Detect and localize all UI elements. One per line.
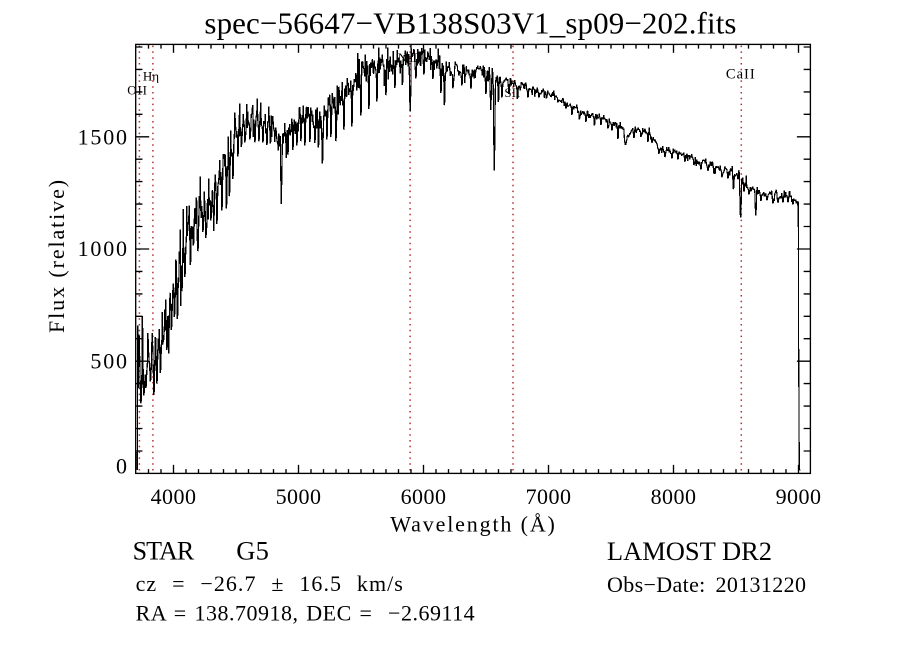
svg-text:7000: 7000 (526, 484, 572, 509)
svg-text:Flux (relative): Flux (relative) (44, 178, 69, 333)
svg-text:OII: OII (127, 83, 147, 98)
svg-text:4000: 4000 (151, 484, 197, 509)
svg-text:0: 0 (116, 454, 129, 479)
svg-text:NaD: NaD (398, 50, 423, 65)
svg-text:8000: 8000 (651, 484, 697, 509)
svg-text:9000: 9000 (776, 484, 822, 509)
svg-text:STAR: STAR (133, 536, 195, 565)
svg-text:CaII: CaII (726, 67, 756, 83)
svg-text:Obs−Date: 20131220: Obs−Date: 20131220 (607, 572, 806, 597)
svg-text:G5: G5 (236, 535, 269, 565)
svg-text:Hη: Hη (143, 69, 159, 84)
svg-text:5000: 5000 (276, 484, 322, 509)
svg-text:1000: 1000 (78, 236, 129, 261)
svg-text:500: 500 (90, 348, 128, 373)
svg-text:1500: 1500 (78, 125, 129, 150)
svg-text:cz = −26.7 ± 16.5 km/s: cz = −26.7 ± 16.5 km/s (136, 571, 404, 596)
svg-text:LAMOST DR2: LAMOST DR2 (607, 536, 772, 566)
svg-text:6000: 6000 (401, 484, 447, 509)
svg-text:RA = 138.70918, DEC = −2.6911: RA = 138.70918, DEC = −2.69114 (136, 600, 476, 625)
svg-text:spec−56647−VB138S03V1_sp09−202: spec−56647−VB138S03V1_sp09−202.fits (204, 6, 736, 41)
svg-text:Wavelength (Å): Wavelength (Å) (390, 511, 556, 536)
svg-text:SII: SII (504, 85, 520, 100)
